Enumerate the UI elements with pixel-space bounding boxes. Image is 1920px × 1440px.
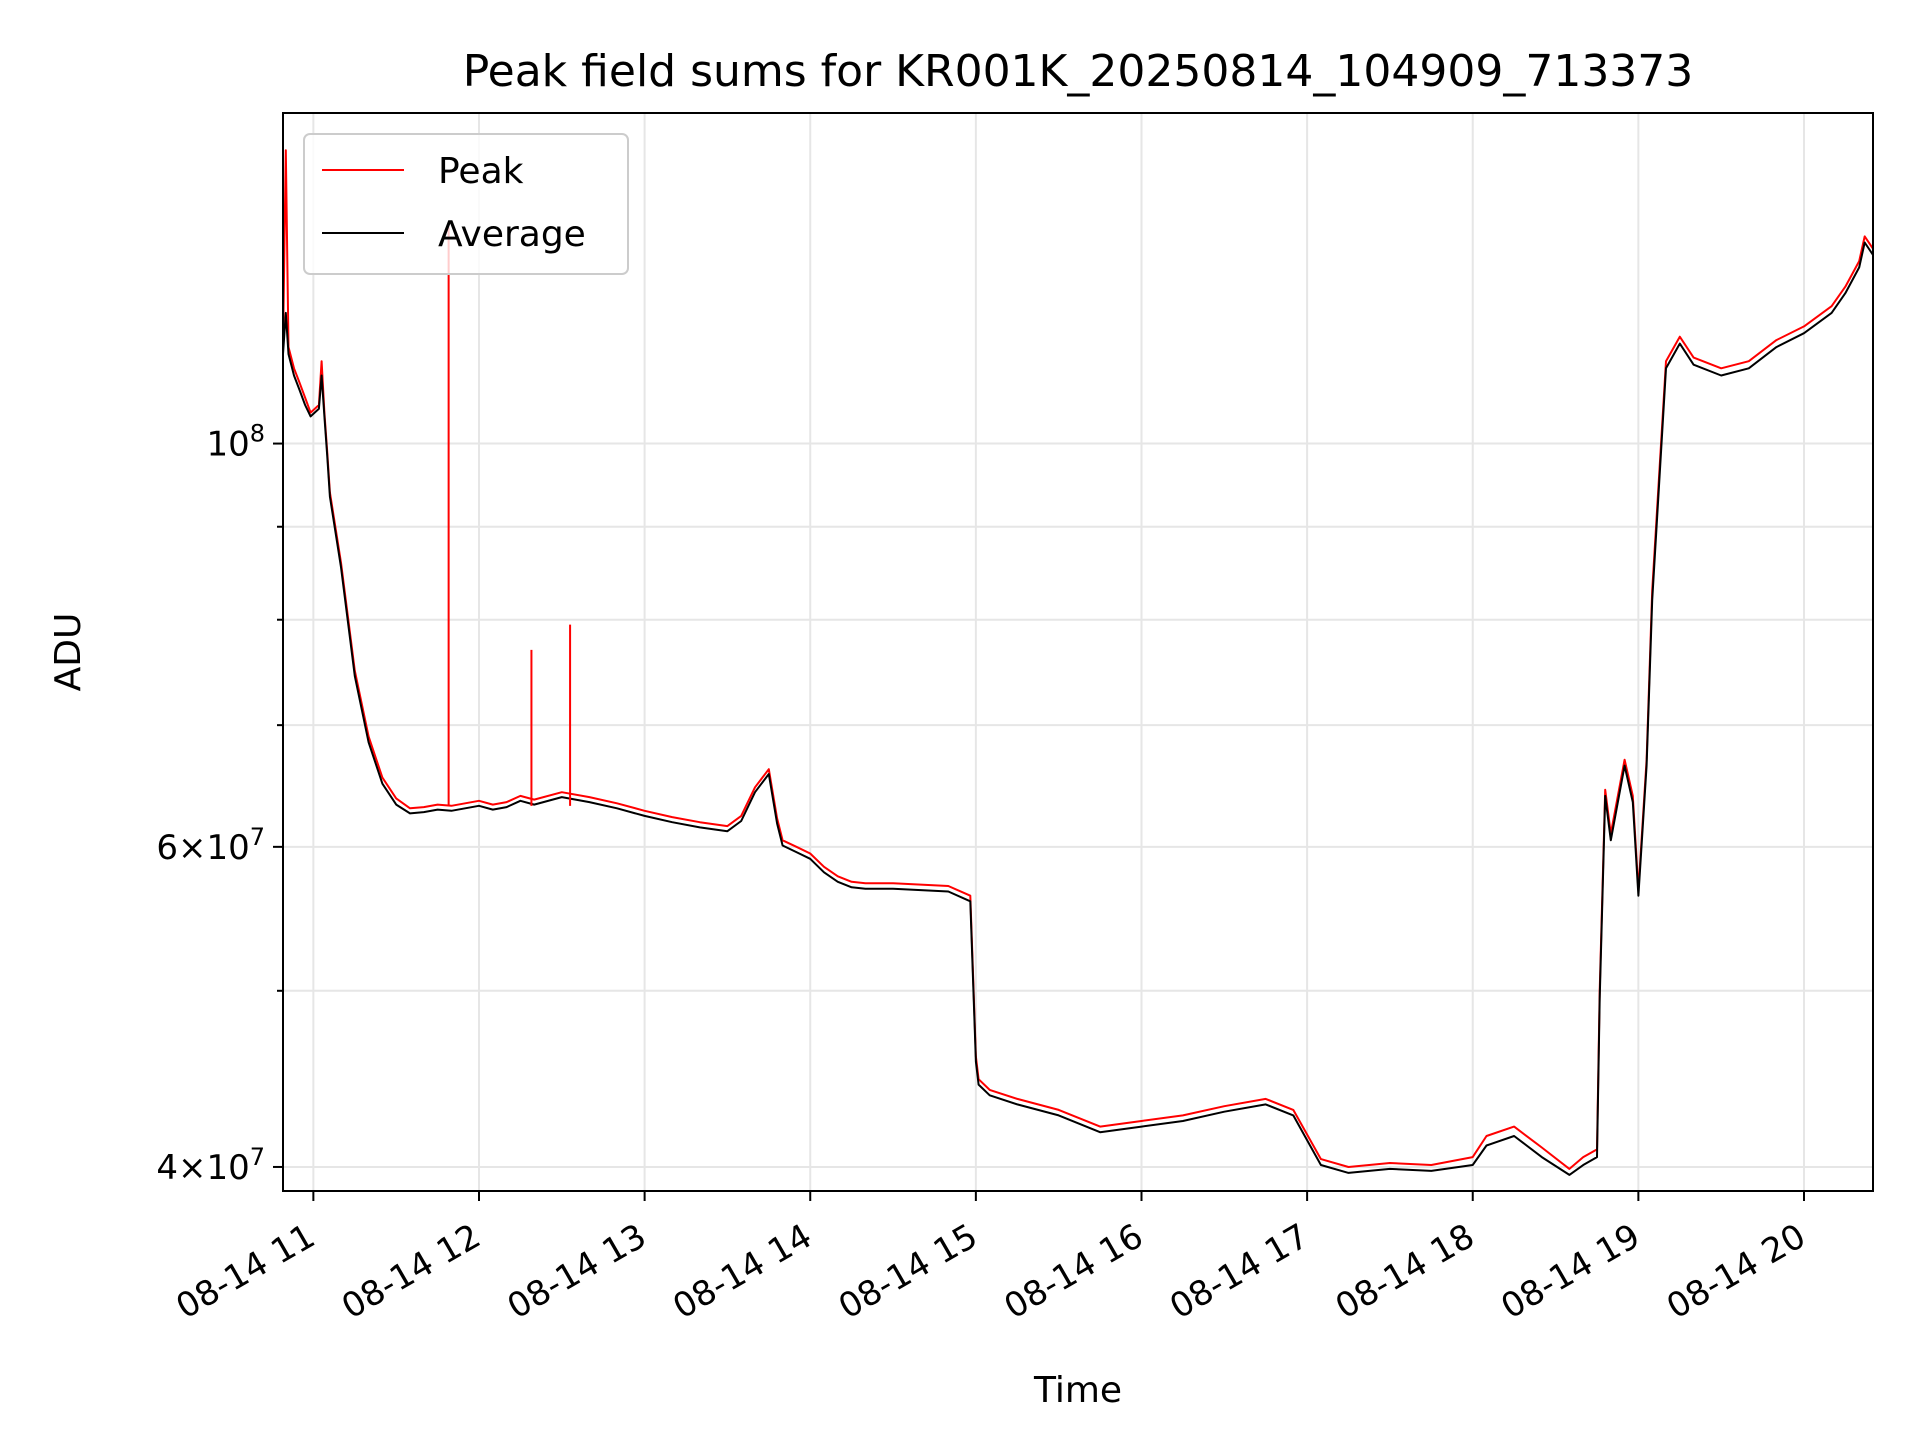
grid [283,113,1873,1191]
y-axis-ticks: 4×107 6×107 108 [156,420,283,1188]
series-line-average [282,241,1874,1176]
y-axis-label: ADU [48,613,89,692]
series-group [282,113,1874,1176]
y-tick-label: 6×107 [156,823,265,868]
legend: Peak Average [303,133,629,275]
y-tick-label: 108 [206,420,265,465]
chart-title: Peak field sums for KR001K_20250814_1049… [463,46,1694,97]
legend-label-average: Average [438,214,586,255]
legend-label-peak: Peak [438,151,524,192]
x-axis-label: Time [1033,1370,1122,1411]
plot-frame [282,112,1874,1192]
y-tick-label: 4×107 [156,1143,265,1188]
